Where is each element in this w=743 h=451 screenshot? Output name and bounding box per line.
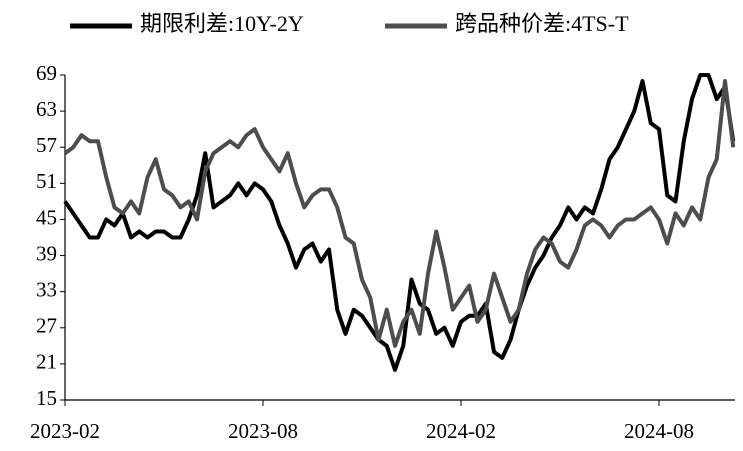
x-tick-label: 2024-08 [624, 419, 694, 443]
x-tick-label: 2024-02 [426, 419, 496, 443]
y-tick-label: 27 [36, 314, 57, 338]
legend-label: 期限利差:10Y-2Y [140, 11, 304, 36]
y-tick-label: 15 [36, 386, 57, 410]
y-tick-label: 57 [36, 133, 57, 157]
series-line [63, 73, 736, 372]
legend-label: 跨品种价差:4TS-T [455, 11, 629, 36]
y-tick-label: 33 [36, 277, 57, 301]
y-tick-label: 45 [36, 205, 57, 229]
x-tick-label: 2023-08 [228, 419, 298, 443]
y-tick-label: 39 [36, 241, 57, 265]
y-tick-label: 21 [36, 350, 57, 374]
y-tick-label: 51 [36, 169, 57, 193]
y-tick-label: 63 [36, 97, 57, 121]
series-line [63, 79, 736, 348]
x-tick-label: 2023-02 [30, 419, 100, 443]
y-tick-label: 69 [36, 61, 57, 85]
